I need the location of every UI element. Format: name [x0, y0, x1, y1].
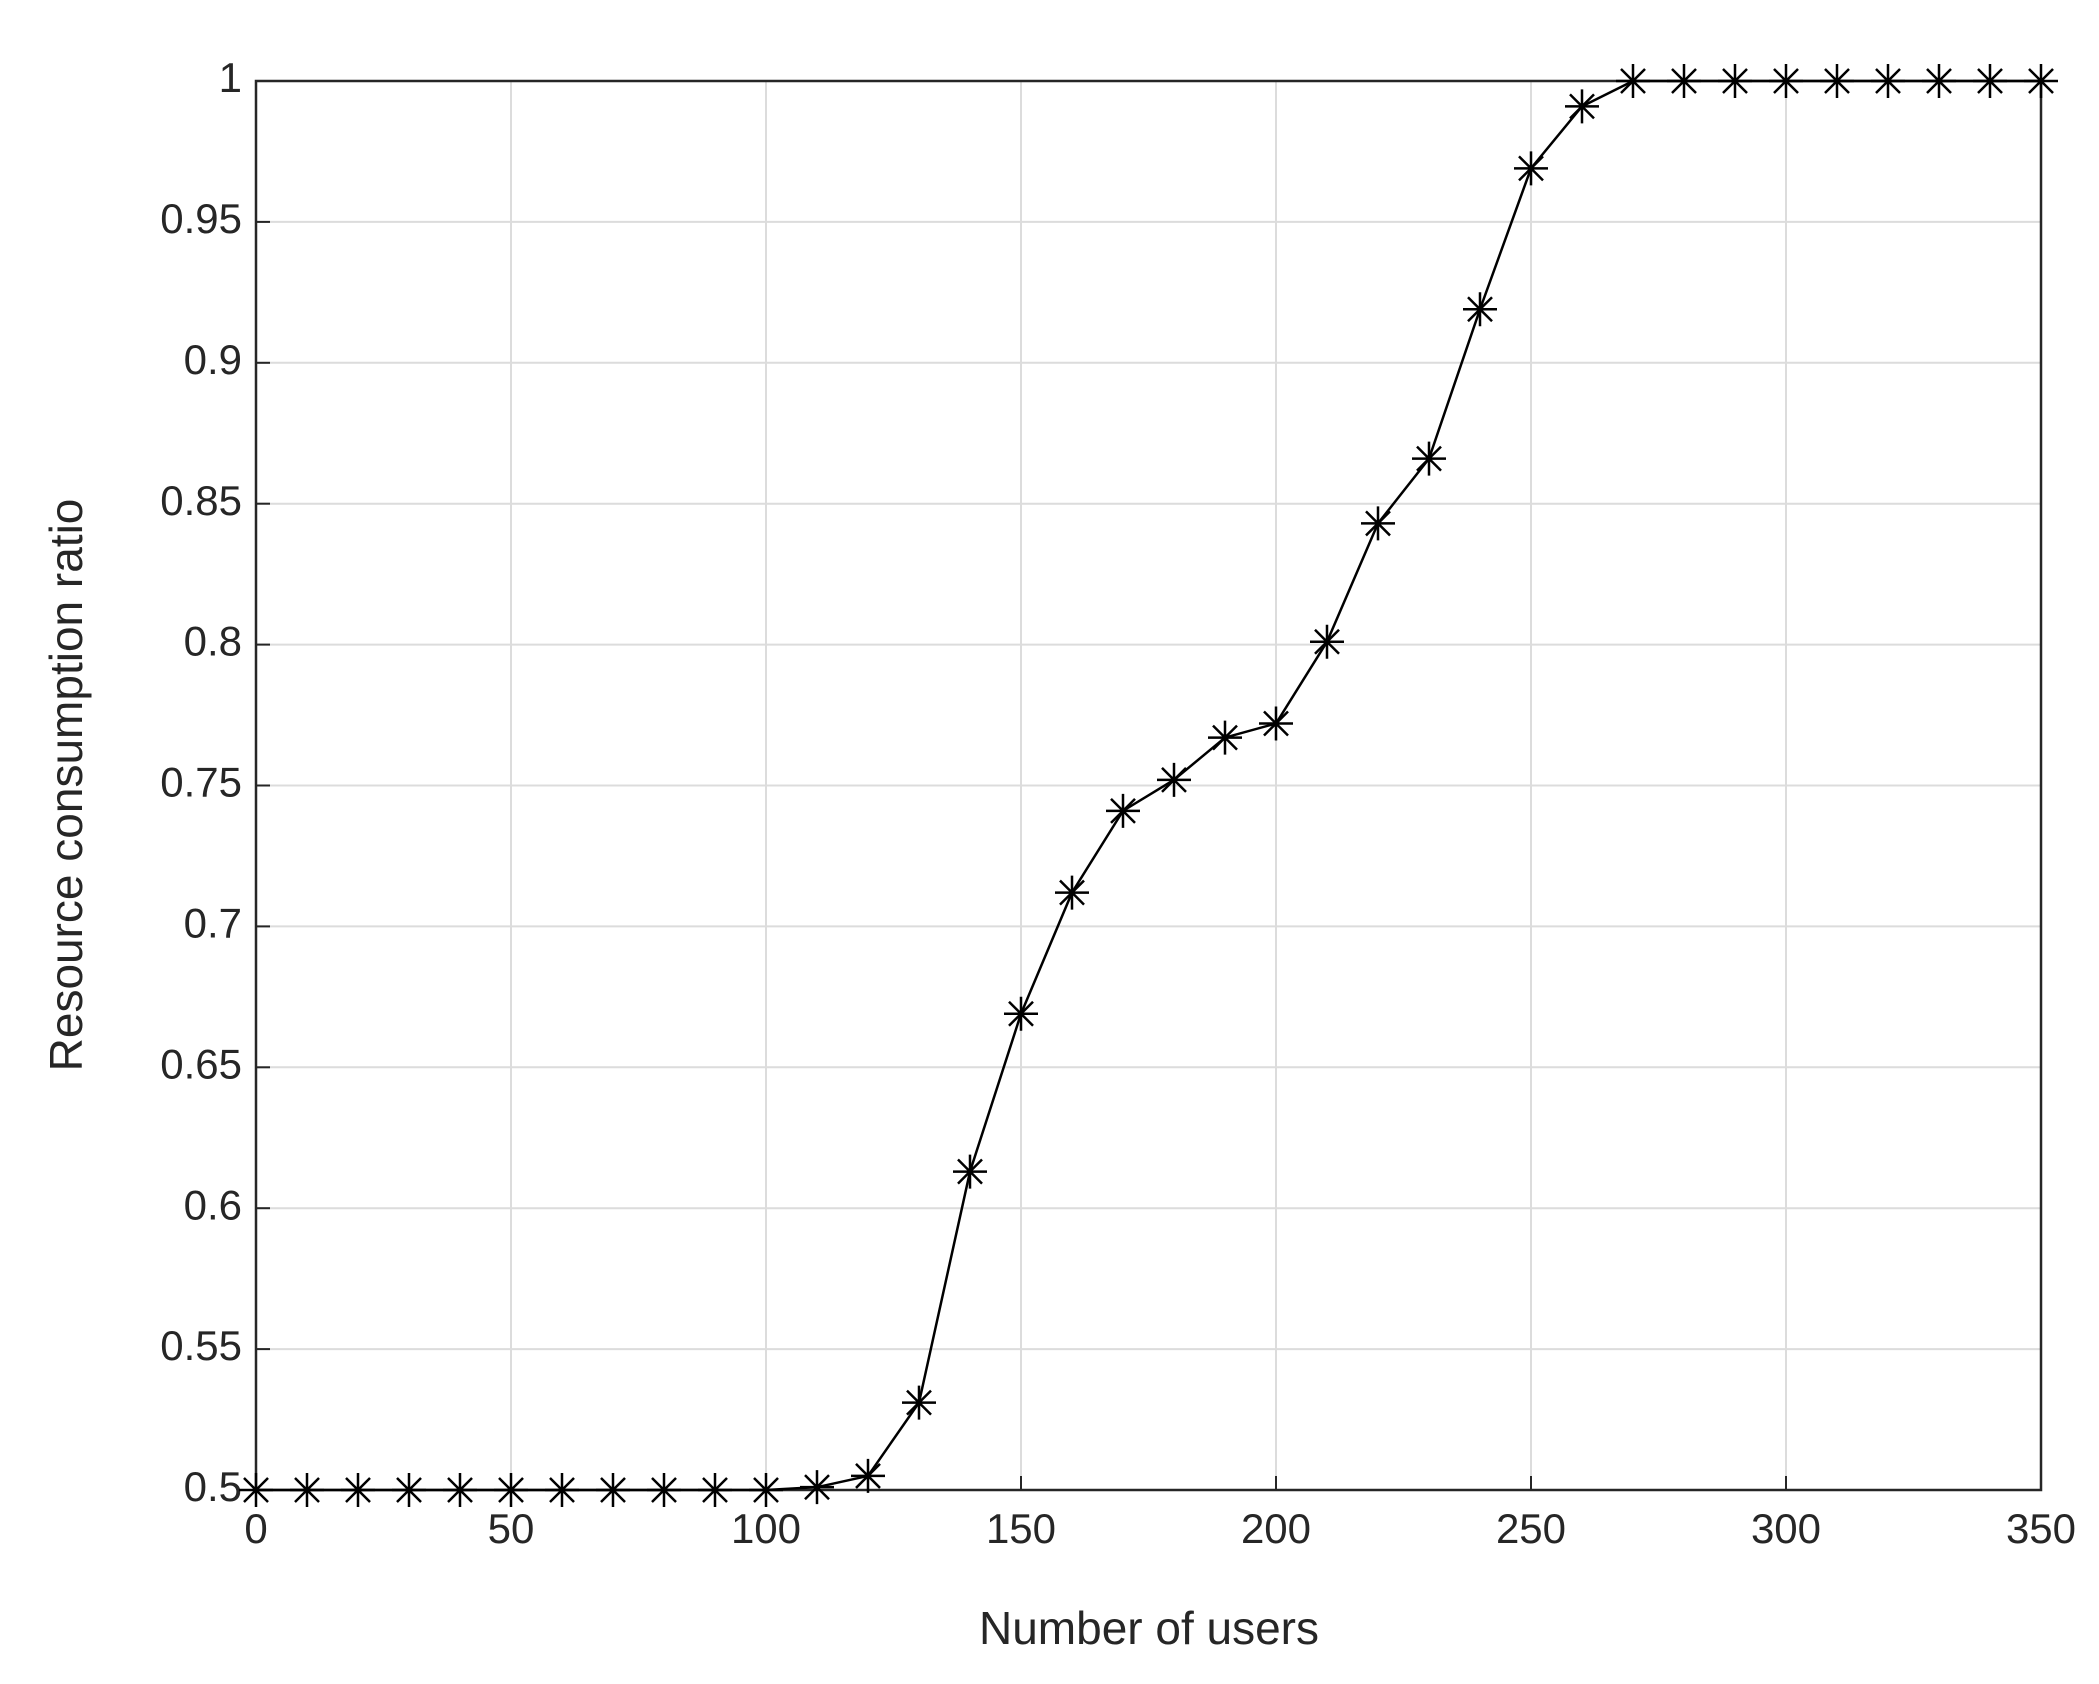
x-tick-label: 200: [1241, 1505, 1311, 1552]
data-marker: [443, 1473, 477, 1507]
data-marker: [494, 1473, 528, 1507]
data-marker: [1463, 292, 1497, 327]
data-marker: [698, 1473, 732, 1507]
x-tick-label: 150: [986, 1505, 1056, 1552]
data-marker: [596, 1473, 630, 1507]
data-marker: [2024, 64, 2058, 98]
data-marker: [392, 1473, 426, 1507]
y-tick-label: 0.55: [160, 1322, 242, 1369]
y-tick-label: 0.85: [160, 477, 242, 524]
x-tick-label: 50: [488, 1505, 535, 1552]
data-marker: [545, 1473, 579, 1507]
data-marker: [1973, 64, 2007, 98]
data-marker: [1004, 996, 1038, 1031]
data-marker: [1667, 64, 1701, 98]
data-marker: [749, 1473, 783, 1507]
data-marker: [851, 1458, 885, 1493]
y-tick-label: 0.75: [160, 759, 242, 806]
data-marker: [1616, 64, 1650, 98]
y-tick-label: 1: [219, 54, 242, 101]
data-marker: [239, 1473, 273, 1507]
data-marker: [1106, 793, 1140, 828]
data-marker: [1361, 506, 1395, 541]
data-marker: [1565, 89, 1599, 124]
y-tick-label: 0.8: [184, 618, 242, 665]
x-tick-label: 100: [731, 1505, 801, 1552]
x-tick-label: 350: [2006, 1505, 2076, 1552]
data-marker: [1514, 151, 1548, 186]
x-tick-label: 250: [1496, 1505, 1566, 1552]
data-marker: [1310, 624, 1344, 659]
y-tick-label: 0.65: [160, 1040, 242, 1087]
x-tick-label: 0: [244, 1505, 267, 1552]
data-marker: [1769, 64, 1803, 98]
y-axis-label: Resource consumption ratio: [40, 499, 92, 1072]
data-marker: [1259, 706, 1293, 741]
data-marker: [290, 1473, 324, 1507]
plot-frame: [254, 79, 2043, 1492]
y-tick-label: 0.7: [184, 899, 242, 946]
data-marker: [953, 1154, 987, 1189]
y-tick-label: 0.6: [184, 1181, 242, 1228]
data-marker: [1820, 64, 1854, 98]
data-marker: [1871, 64, 1905, 98]
y-tick-label: 0.9: [184, 336, 242, 383]
data-marker: [800, 1470, 834, 1505]
data-marker: [1157, 762, 1191, 797]
data-marker: [1412, 441, 1446, 476]
data-marker: [1922, 64, 1956, 98]
data-marker: [902, 1385, 936, 1420]
data-marker: [341, 1473, 375, 1507]
y-tick-label: 0.5: [184, 1463, 242, 1510]
data-marker: [647, 1473, 681, 1507]
data-marker: [1718, 64, 1752, 98]
x-tick-label: 300: [1751, 1505, 1821, 1552]
data-marker: [1055, 875, 1089, 910]
y-tick-label: 0.95: [160, 195, 242, 242]
x-axis-label: Number of users: [979, 1602, 1319, 1654]
data-marker: [1208, 720, 1242, 755]
